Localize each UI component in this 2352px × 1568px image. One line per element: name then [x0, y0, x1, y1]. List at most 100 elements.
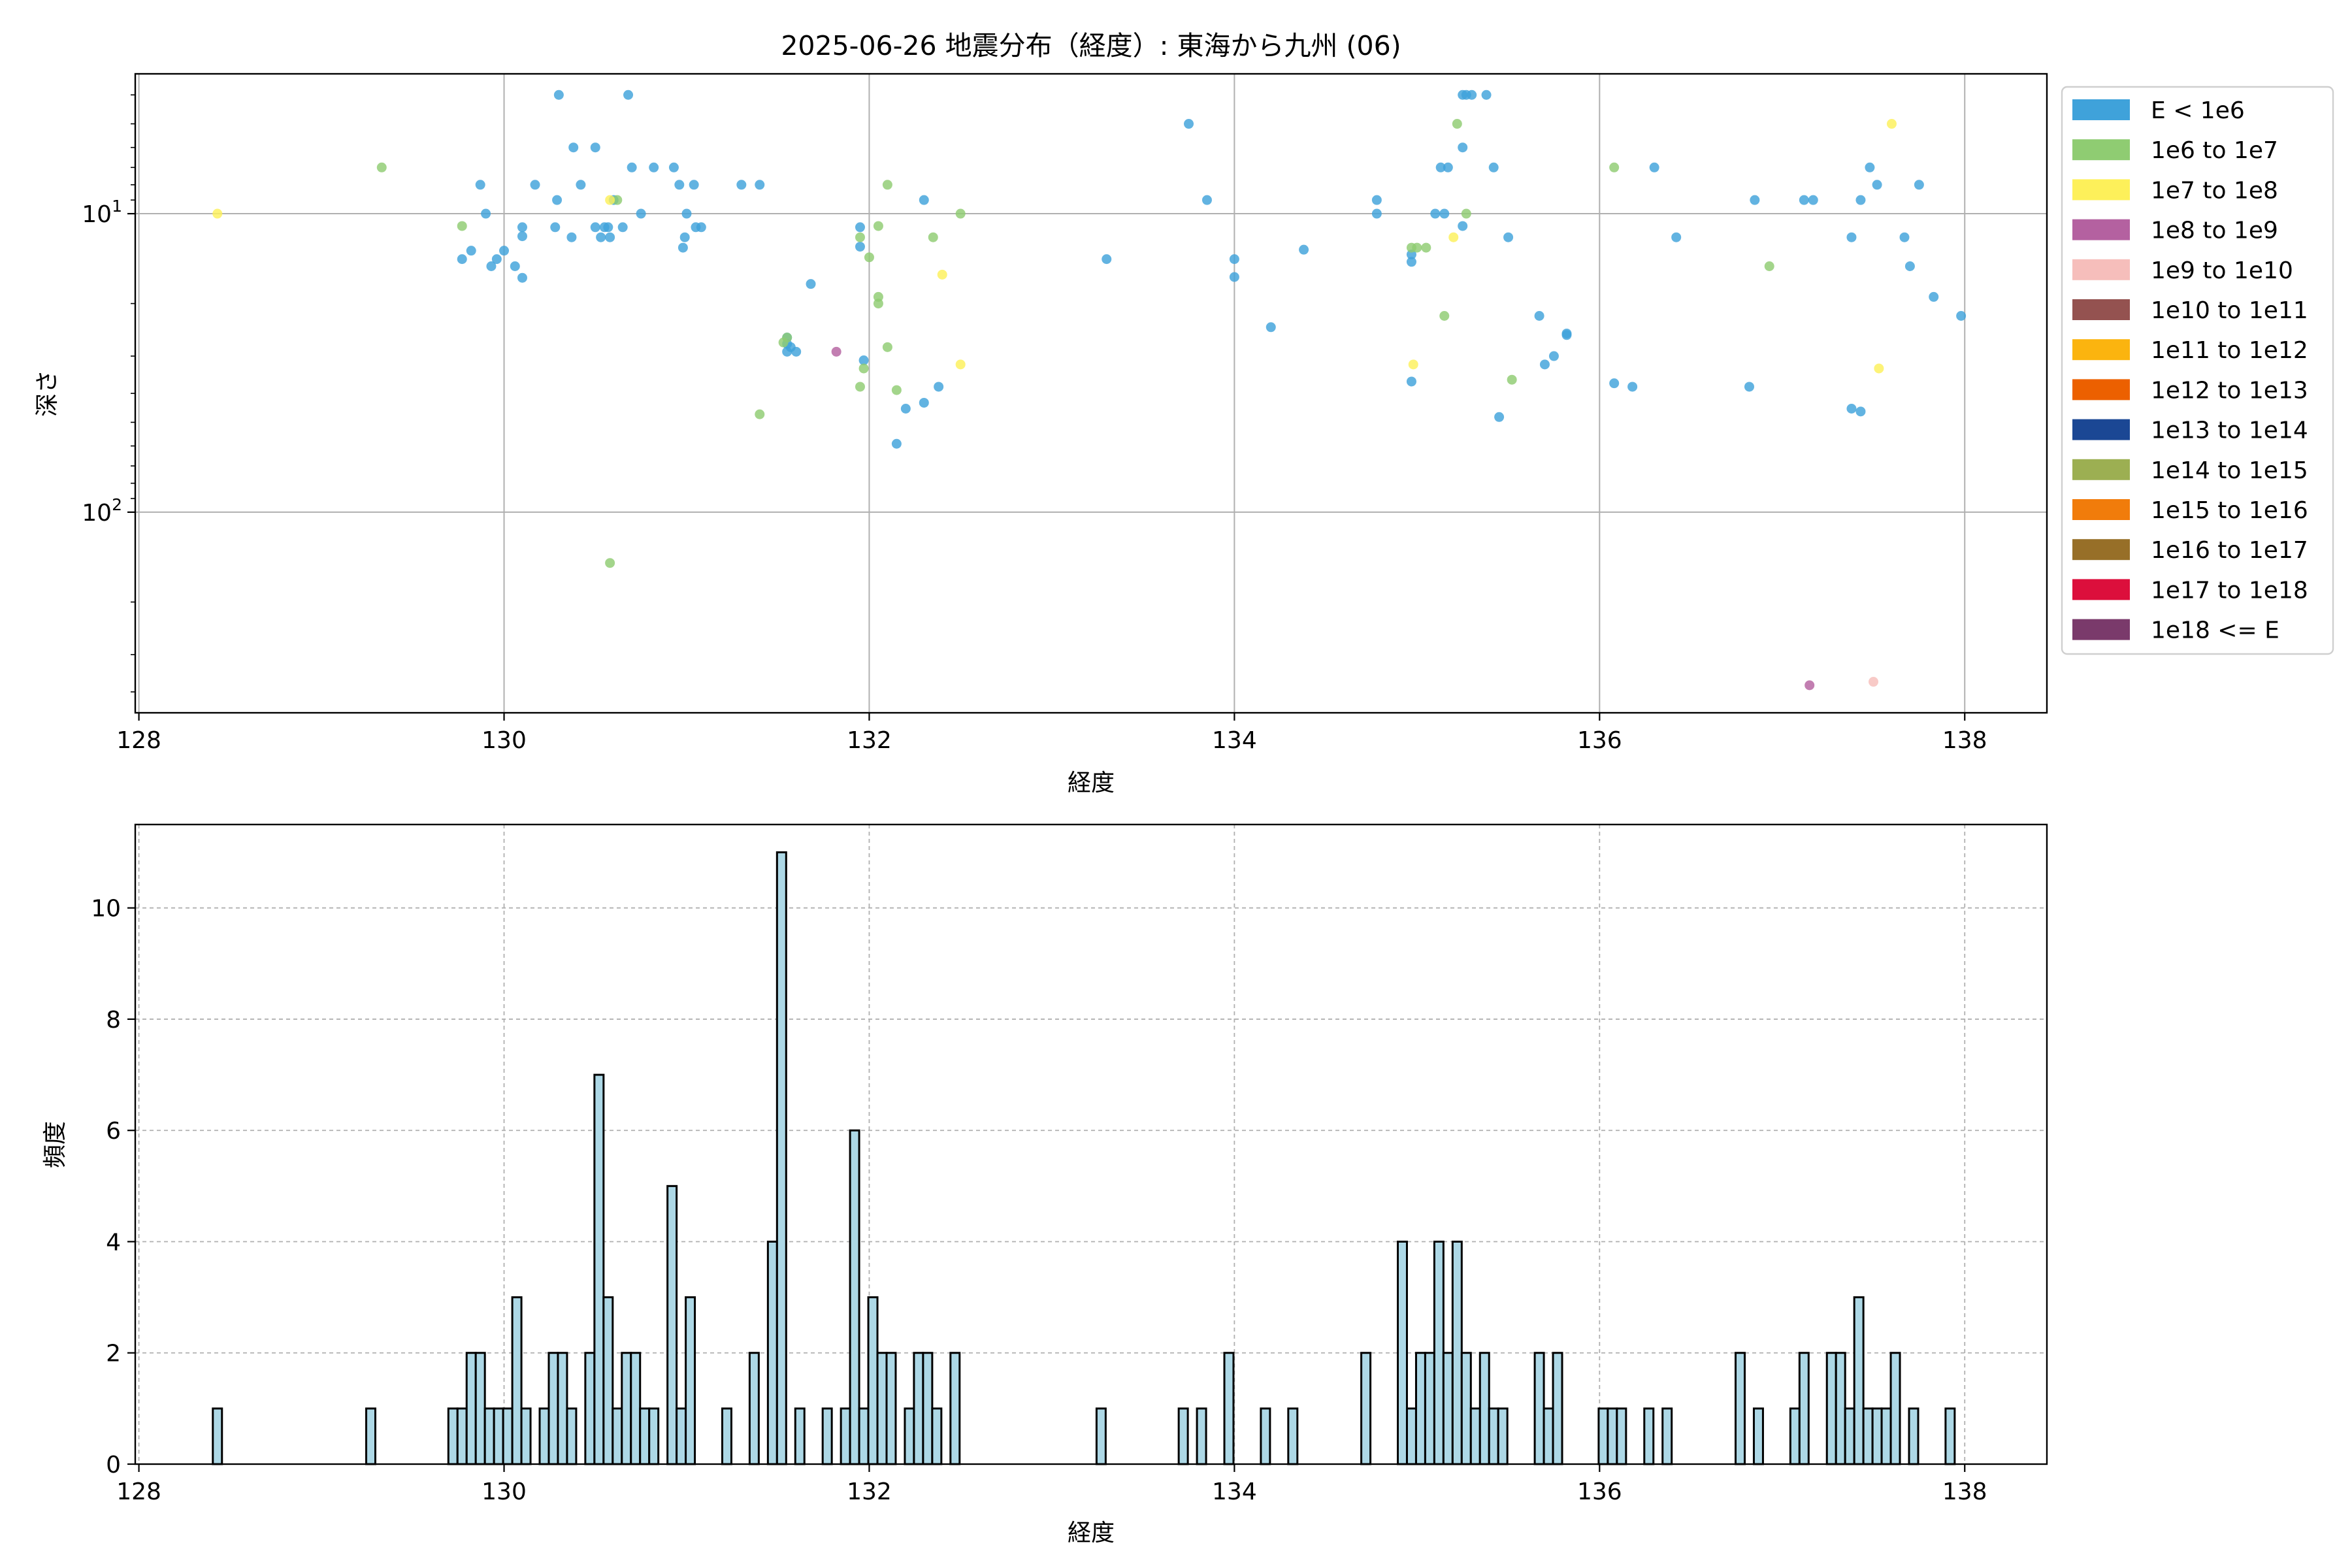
legend-swatch	[2072, 299, 2130, 320]
scatter-point	[674, 180, 685, 190]
histogram-x-axis-label: 経度	[1068, 1520, 1115, 1546]
histogram-bar	[456, 1407, 468, 1465]
histogram-bar	[766, 1240, 778, 1465]
scatter-point	[681, 208, 692, 219]
scatter-point	[668, 162, 679, 172]
scatter-point	[937, 269, 947, 280]
histogram-bar	[520, 1407, 532, 1465]
scatter-point	[1439, 311, 1450, 321]
scatter-point	[1904, 261, 1915, 272]
scatter-point	[1808, 195, 1818, 205]
legend-label: 1e16 to 1e17	[2151, 537, 2308, 564]
scatter-point	[1102, 254, 1112, 265]
scatter-point	[806, 279, 816, 289]
scatter-point	[782, 333, 792, 343]
scatter-point	[1408, 359, 1418, 370]
histogram-bar	[794, 1407, 806, 1465]
scatter-point	[457, 254, 467, 265]
histogram-x-tick-label: 138	[1942, 1478, 1987, 1505]
histogram-bar	[1177, 1407, 1189, 1465]
histogram-bar	[639, 1407, 651, 1465]
histogram-bar	[1944, 1407, 1956, 1465]
scatter-point	[919, 397, 929, 408]
scatter-y-tick-exponent: 1	[112, 197, 122, 216]
scatter-point	[855, 232, 865, 242]
scatter-point	[605, 232, 615, 242]
scatter-point	[1846, 403, 1857, 414]
scatter-x-tick-label: 132	[847, 727, 892, 754]
scatter-point	[1548, 351, 1559, 361]
legend-swatch	[2072, 459, 2130, 480]
legend-swatch	[2072, 579, 2130, 600]
scatter-point	[1649, 162, 1659, 172]
histogram-bar	[666, 1184, 678, 1465]
scatter-point	[552, 195, 563, 205]
scatter-y-tick-label: 101	[82, 197, 122, 228]
scatter-point	[1406, 376, 1416, 387]
histogram-bar	[1478, 1352, 1490, 1465]
histogram-bar	[1223, 1352, 1235, 1465]
histogram-bar	[949, 1352, 961, 1465]
scatter-point	[1488, 162, 1499, 172]
scatter-grid	[135, 74, 2047, 713]
legend-label: 1e7 to 1e8	[2151, 177, 2278, 204]
scatter-point	[928, 232, 938, 242]
histogram-bar	[721, 1407, 732, 1465]
legend-box	[2061, 86, 2334, 655]
histogram-bar	[1798, 1352, 1810, 1465]
histogram-bar	[858, 1407, 870, 1465]
scatter-point	[1266, 322, 1276, 333]
scatter-x-axis-label: 経度	[1068, 770, 1115, 796]
histogram-bar	[1460, 1352, 1472, 1465]
histogram-bar	[676, 1407, 687, 1465]
legend-swatch	[2072, 139, 2130, 161]
histogram-bar	[748, 1352, 760, 1465]
histogram-bar	[1853, 1296, 1865, 1465]
scatter-point	[576, 180, 586, 190]
scatter-point	[1609, 162, 1620, 172]
histogram-bar	[931, 1407, 943, 1465]
histogram-x-tick-label: 132	[847, 1478, 892, 1505]
histogram-bar	[483, 1407, 495, 1465]
histogram-panel: 128 130 132 134 136 138 0 2 4 6 8 10 経度 頻度	[42, 823, 2048, 1546]
scatter-point	[517, 272, 527, 283]
scatter-x-tick-label: 138	[1942, 727, 1987, 754]
legend-swatch	[2072, 219, 2130, 240]
scatter-point	[1534, 311, 1544, 321]
scatter-point	[934, 382, 944, 392]
histogram-bar	[1260, 1407, 1271, 1465]
histogram-bar	[1752, 1407, 1764, 1465]
histogram-bar	[1405, 1407, 1417, 1465]
legend-label: 1e12 to 1e13	[2151, 377, 2308, 404]
histogram-bar	[922, 1352, 934, 1465]
histogram-bar	[593, 1073, 605, 1465]
scatter-point	[481, 208, 491, 219]
legend-label: 1e9 to 1e10	[2151, 257, 2293, 284]
scatter-point	[955, 208, 966, 219]
scatter-point	[603, 222, 613, 233]
scatter-point	[1750, 195, 1760, 205]
legend-label: 1e17 to 1e18	[2151, 577, 2308, 604]
scatter-x-tick-label: 136	[1577, 727, 1622, 754]
scatter-point	[679, 232, 690, 242]
scatter-point	[678, 242, 688, 253]
histogram-bar	[502, 1407, 514, 1465]
histogram-bar	[913, 1352, 924, 1465]
legend-swatch	[2072, 499, 2130, 520]
histogram-bar	[1597, 1407, 1609, 1465]
legend-label: E < 1e6	[2151, 97, 2245, 124]
scatter-point	[1458, 221, 1468, 231]
scatter-point	[486, 261, 497, 272]
scatter-point	[623, 90, 634, 100]
histogram-bar	[1889, 1352, 1901, 1465]
scatter-point	[1452, 119, 1462, 129]
histogram-bar	[612, 1407, 623, 1465]
legend-label: 1e8 to 1e9	[2151, 218, 2278, 244]
scatter-point	[1412, 242, 1422, 253]
scatter-point	[1430, 208, 1441, 219]
histogram-y-tick-label: 8	[106, 1007, 121, 1034]
legend-swatch	[2072, 259, 2130, 280]
histogram-bar	[566, 1407, 578, 1465]
scatter-point	[755, 409, 765, 419]
scatter-point	[499, 246, 510, 256]
